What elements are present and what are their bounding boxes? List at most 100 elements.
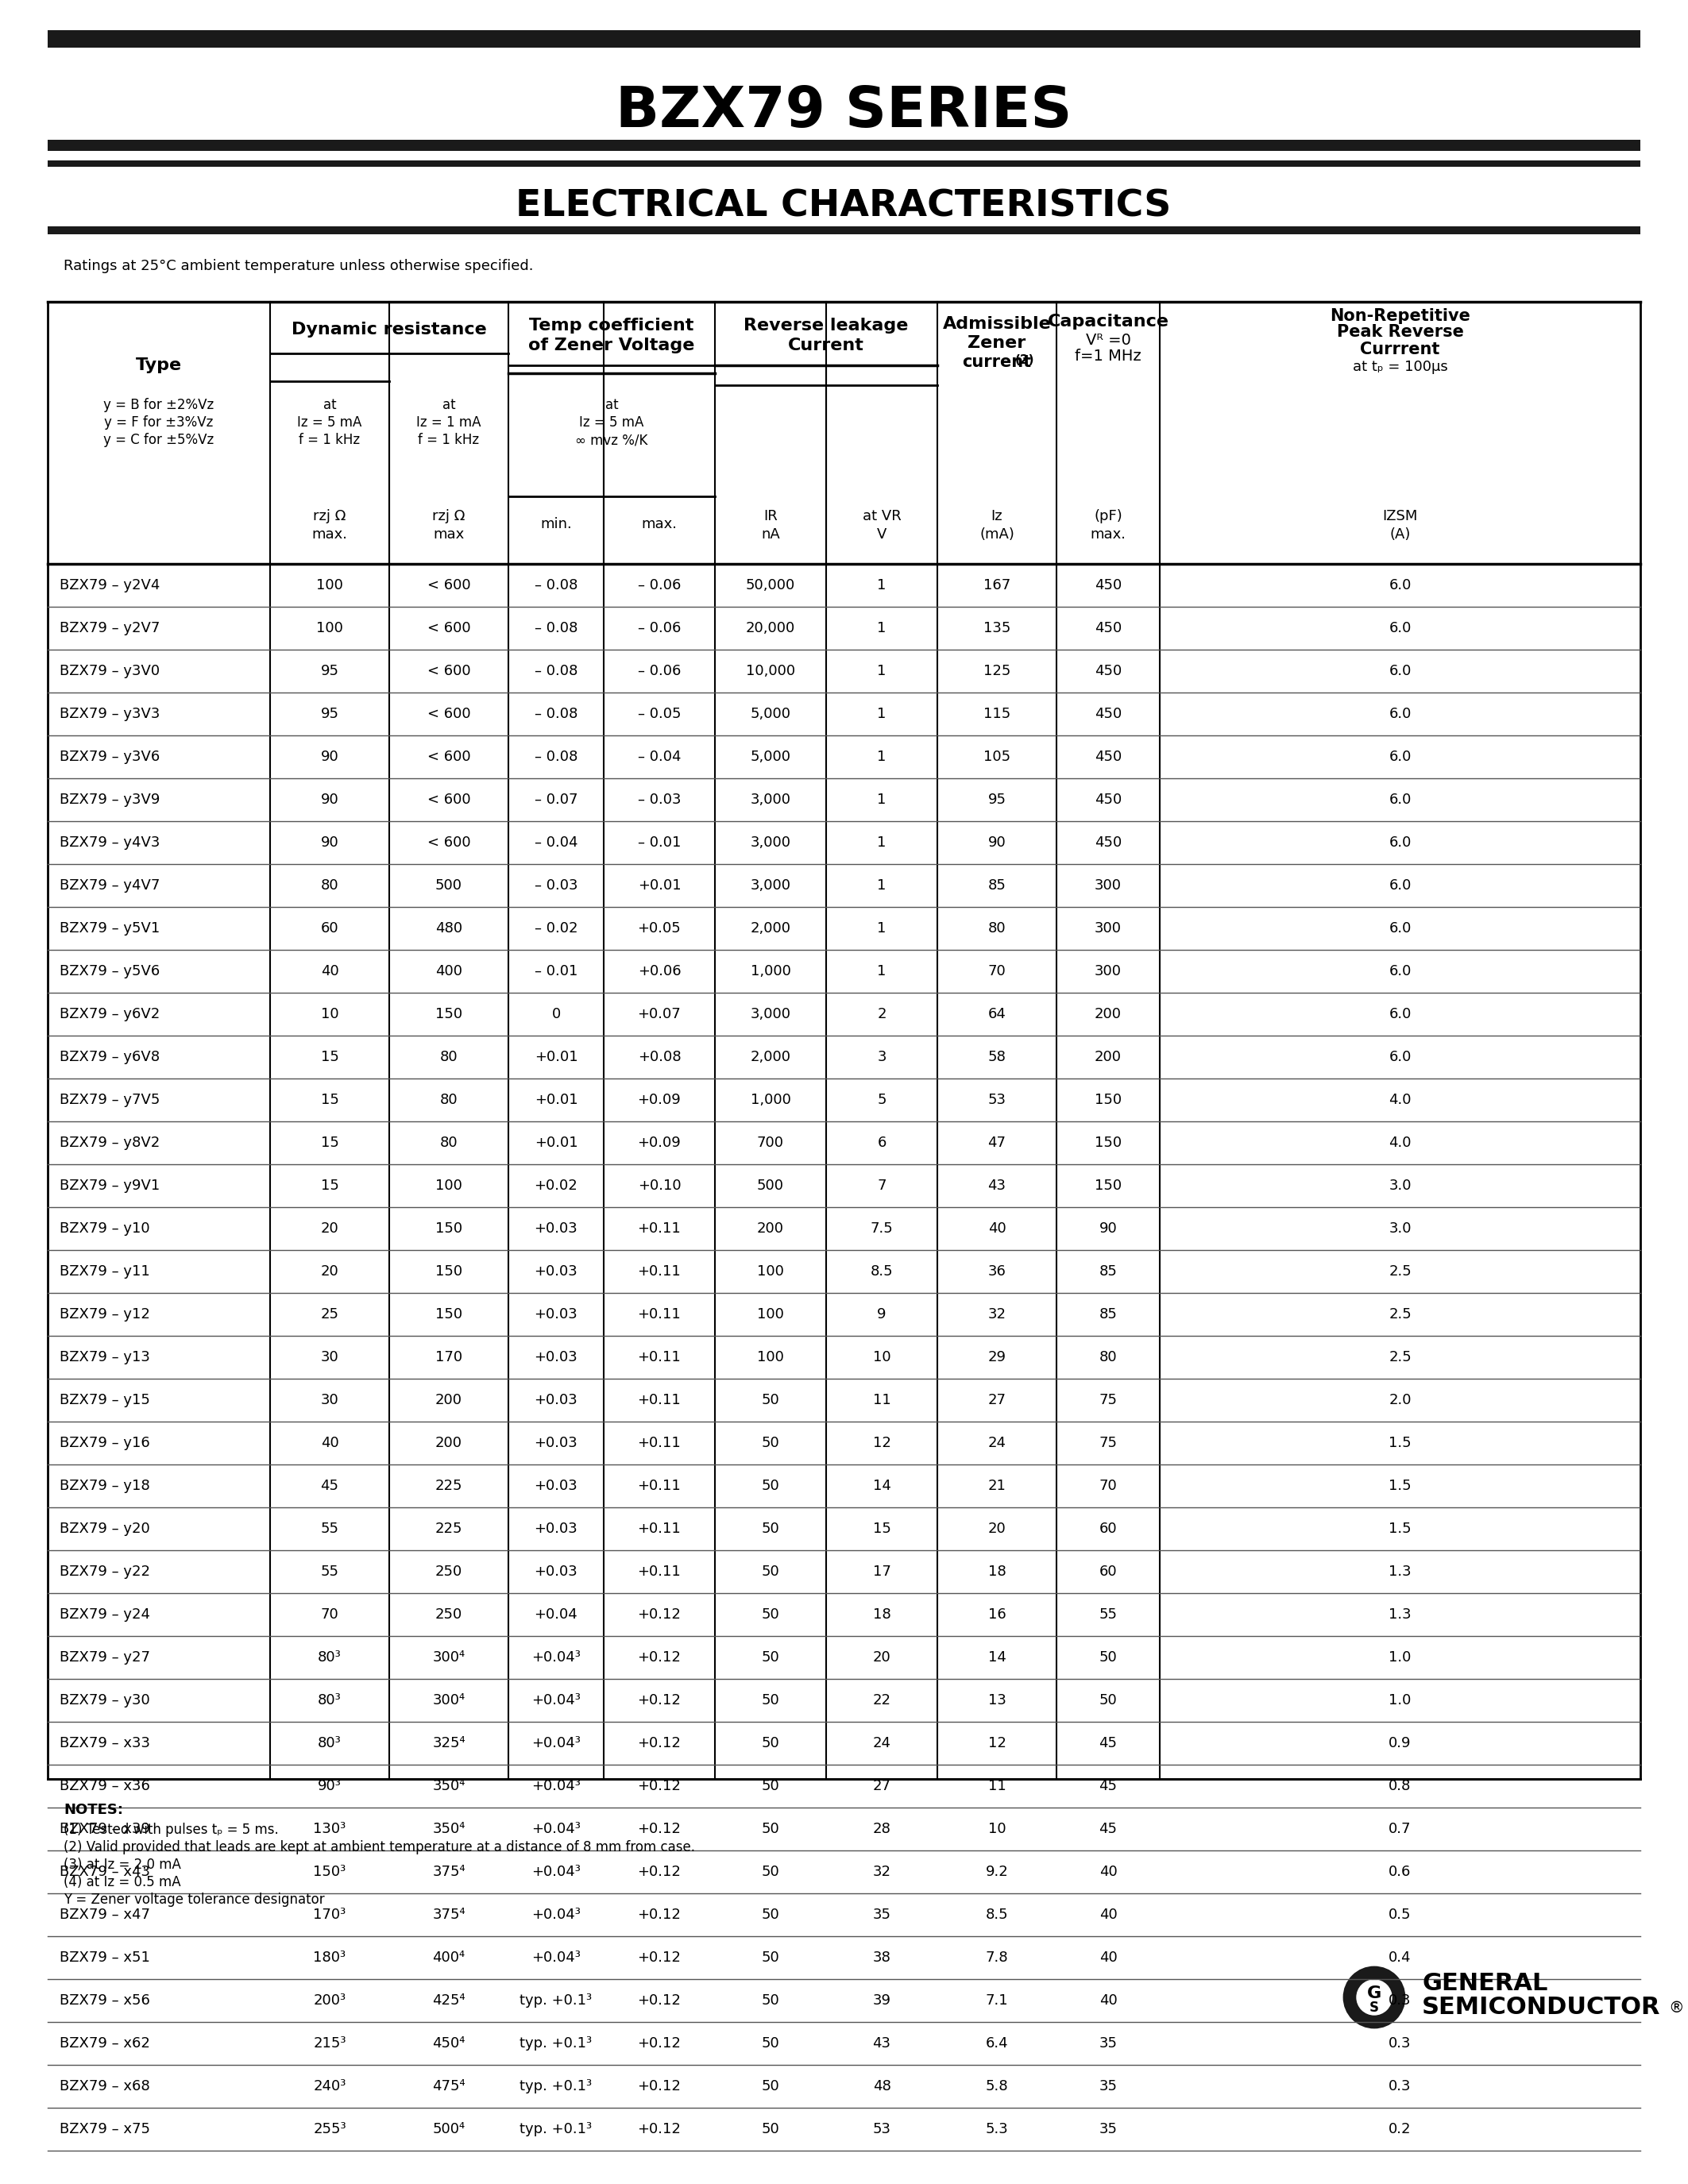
Text: 27: 27 [873,1780,891,1793]
Text: 6.0: 6.0 [1389,963,1411,978]
Text: 14: 14 [873,1479,891,1494]
Text: 700: 700 [756,1136,783,1151]
Text: 105: 105 [984,749,1011,764]
Text: 6.0: 6.0 [1389,1051,1411,1064]
Text: 6.0: 6.0 [1389,1007,1411,1022]
Text: 0.8: 0.8 [1389,1780,1411,1793]
Text: 40: 40 [987,1221,1006,1236]
Text: 50: 50 [761,1780,780,1793]
Text: 55: 55 [1099,1607,1117,1623]
Text: 90: 90 [321,749,339,764]
Text: 0.6: 0.6 [1389,1865,1411,1878]
Text: +0.12: +0.12 [638,2079,682,2094]
Text: 100: 100 [436,1179,463,1192]
Text: 15: 15 [873,1522,891,1535]
Text: 18: 18 [987,1564,1006,1579]
Text: 10: 10 [987,1821,1006,1837]
Text: 2.5: 2.5 [1389,1308,1411,1321]
Text: 6.0: 6.0 [1389,620,1411,636]
Text: 1,000: 1,000 [749,963,790,978]
Text: SEMICONDUCTOR: SEMICONDUCTOR [1421,1996,1661,2020]
Text: +0.02: +0.02 [535,1179,577,1192]
Text: +0.04³: +0.04³ [532,1907,581,1922]
Text: (A): (A) [1389,526,1411,542]
Text: 48: 48 [873,2079,891,2094]
Text: 2,000: 2,000 [749,1051,790,1064]
Text: BZX79 – y7V5: BZX79 – y7V5 [59,1092,160,1107]
Text: 15: 15 [321,1092,339,1107]
Text: 5: 5 [878,1092,886,1107]
Text: 18: 18 [873,1607,891,1623]
Text: 480: 480 [436,922,463,935]
Text: 80: 80 [987,922,1006,935]
Text: +0.04³: +0.04³ [532,1693,581,1708]
Text: +0.04³: +0.04³ [532,1651,581,1664]
Text: 100: 100 [756,1308,783,1321]
Text: 90: 90 [987,836,1006,850]
Text: 3.0: 3.0 [1389,1179,1411,1192]
Text: 28: 28 [873,1821,891,1837]
Text: 400⁴: 400⁴ [432,1950,466,1966]
Text: 25: 25 [321,1308,339,1321]
Text: – 0.06: – 0.06 [638,579,680,592]
Text: 3,000: 3,000 [749,1007,790,1022]
Text: Currrent: Currrent [1361,341,1440,358]
Text: typ. +0.1³: typ. +0.1³ [520,2079,592,2094]
Text: 6.0: 6.0 [1389,664,1411,679]
Text: 45: 45 [1099,1821,1117,1837]
Text: 3,000: 3,000 [749,793,790,806]
Text: 6.0: 6.0 [1389,793,1411,806]
Text: BZX79 – y24: BZX79 – y24 [59,1607,150,1623]
Text: – 0.06: – 0.06 [638,620,680,636]
Text: 375⁴: 375⁴ [432,1865,466,1878]
Text: 6.0: 6.0 [1389,579,1411,592]
Text: 35: 35 [873,1907,891,1922]
Text: 70: 70 [321,1607,339,1623]
Circle shape [1344,1968,1404,2027]
Text: – 0.03: – 0.03 [638,793,680,806]
Text: 500: 500 [756,1179,783,1192]
Text: 1.5: 1.5 [1389,1435,1411,1450]
Text: 90³: 90³ [317,1780,341,1793]
Text: f = 1 kHz: f = 1 kHz [419,432,479,448]
Text: 50: 50 [761,2035,780,2051]
Text: BZX79 – y10: BZX79 – y10 [59,1221,150,1236]
Text: 40: 40 [321,1435,339,1450]
Text: BZX79 – y3V6: BZX79 – y3V6 [59,749,160,764]
Text: 1: 1 [878,620,886,636]
Text: 50,000: 50,000 [746,579,795,592]
Text: 1: 1 [878,922,886,935]
Text: 500⁴: 500⁴ [432,2123,466,2136]
Text: 150: 150 [1094,1136,1121,1151]
Text: 0.5: 0.5 [1389,1907,1411,1922]
Text: +0.11: +0.11 [638,1479,680,1494]
Text: +0.01: +0.01 [535,1136,577,1151]
Text: 130³: 130³ [314,1821,346,1837]
Text: BZX79 – y22: BZX79 – y22 [59,1564,150,1579]
Text: 7.8: 7.8 [986,1950,1008,1966]
Text: +0.11: +0.11 [638,1393,680,1406]
Text: 350⁴: 350⁴ [432,1780,466,1793]
Text: 150³: 150³ [314,1865,346,1878]
Text: 2.5: 2.5 [1389,1350,1411,1365]
Text: Zener: Zener [967,334,1026,352]
Text: 50: 50 [761,2079,780,2094]
Text: +0.12: +0.12 [638,1950,682,1966]
Text: 35: 35 [1099,2079,1117,2094]
Text: 60: 60 [1099,1522,1117,1535]
Text: +0.10: +0.10 [638,1179,680,1192]
Text: – 0.07: – 0.07 [535,793,577,806]
Text: 10: 10 [321,1007,339,1022]
Text: IR: IR [763,509,778,524]
Text: BZX79 – x33: BZX79 – x33 [59,1736,150,1749]
Text: 450: 450 [1094,664,1123,679]
Text: 90: 90 [1099,1221,1117,1236]
Text: 1.3: 1.3 [1389,1564,1411,1579]
Text: 45: 45 [1099,1736,1117,1749]
Text: 200: 200 [436,1435,463,1450]
Text: +0.11: +0.11 [638,1435,680,1450]
Text: f = 1 kHz: f = 1 kHz [299,432,360,448]
Text: 64: 64 [987,1007,1006,1022]
Text: 300: 300 [1094,963,1121,978]
Text: 170³: 170³ [314,1907,346,1922]
